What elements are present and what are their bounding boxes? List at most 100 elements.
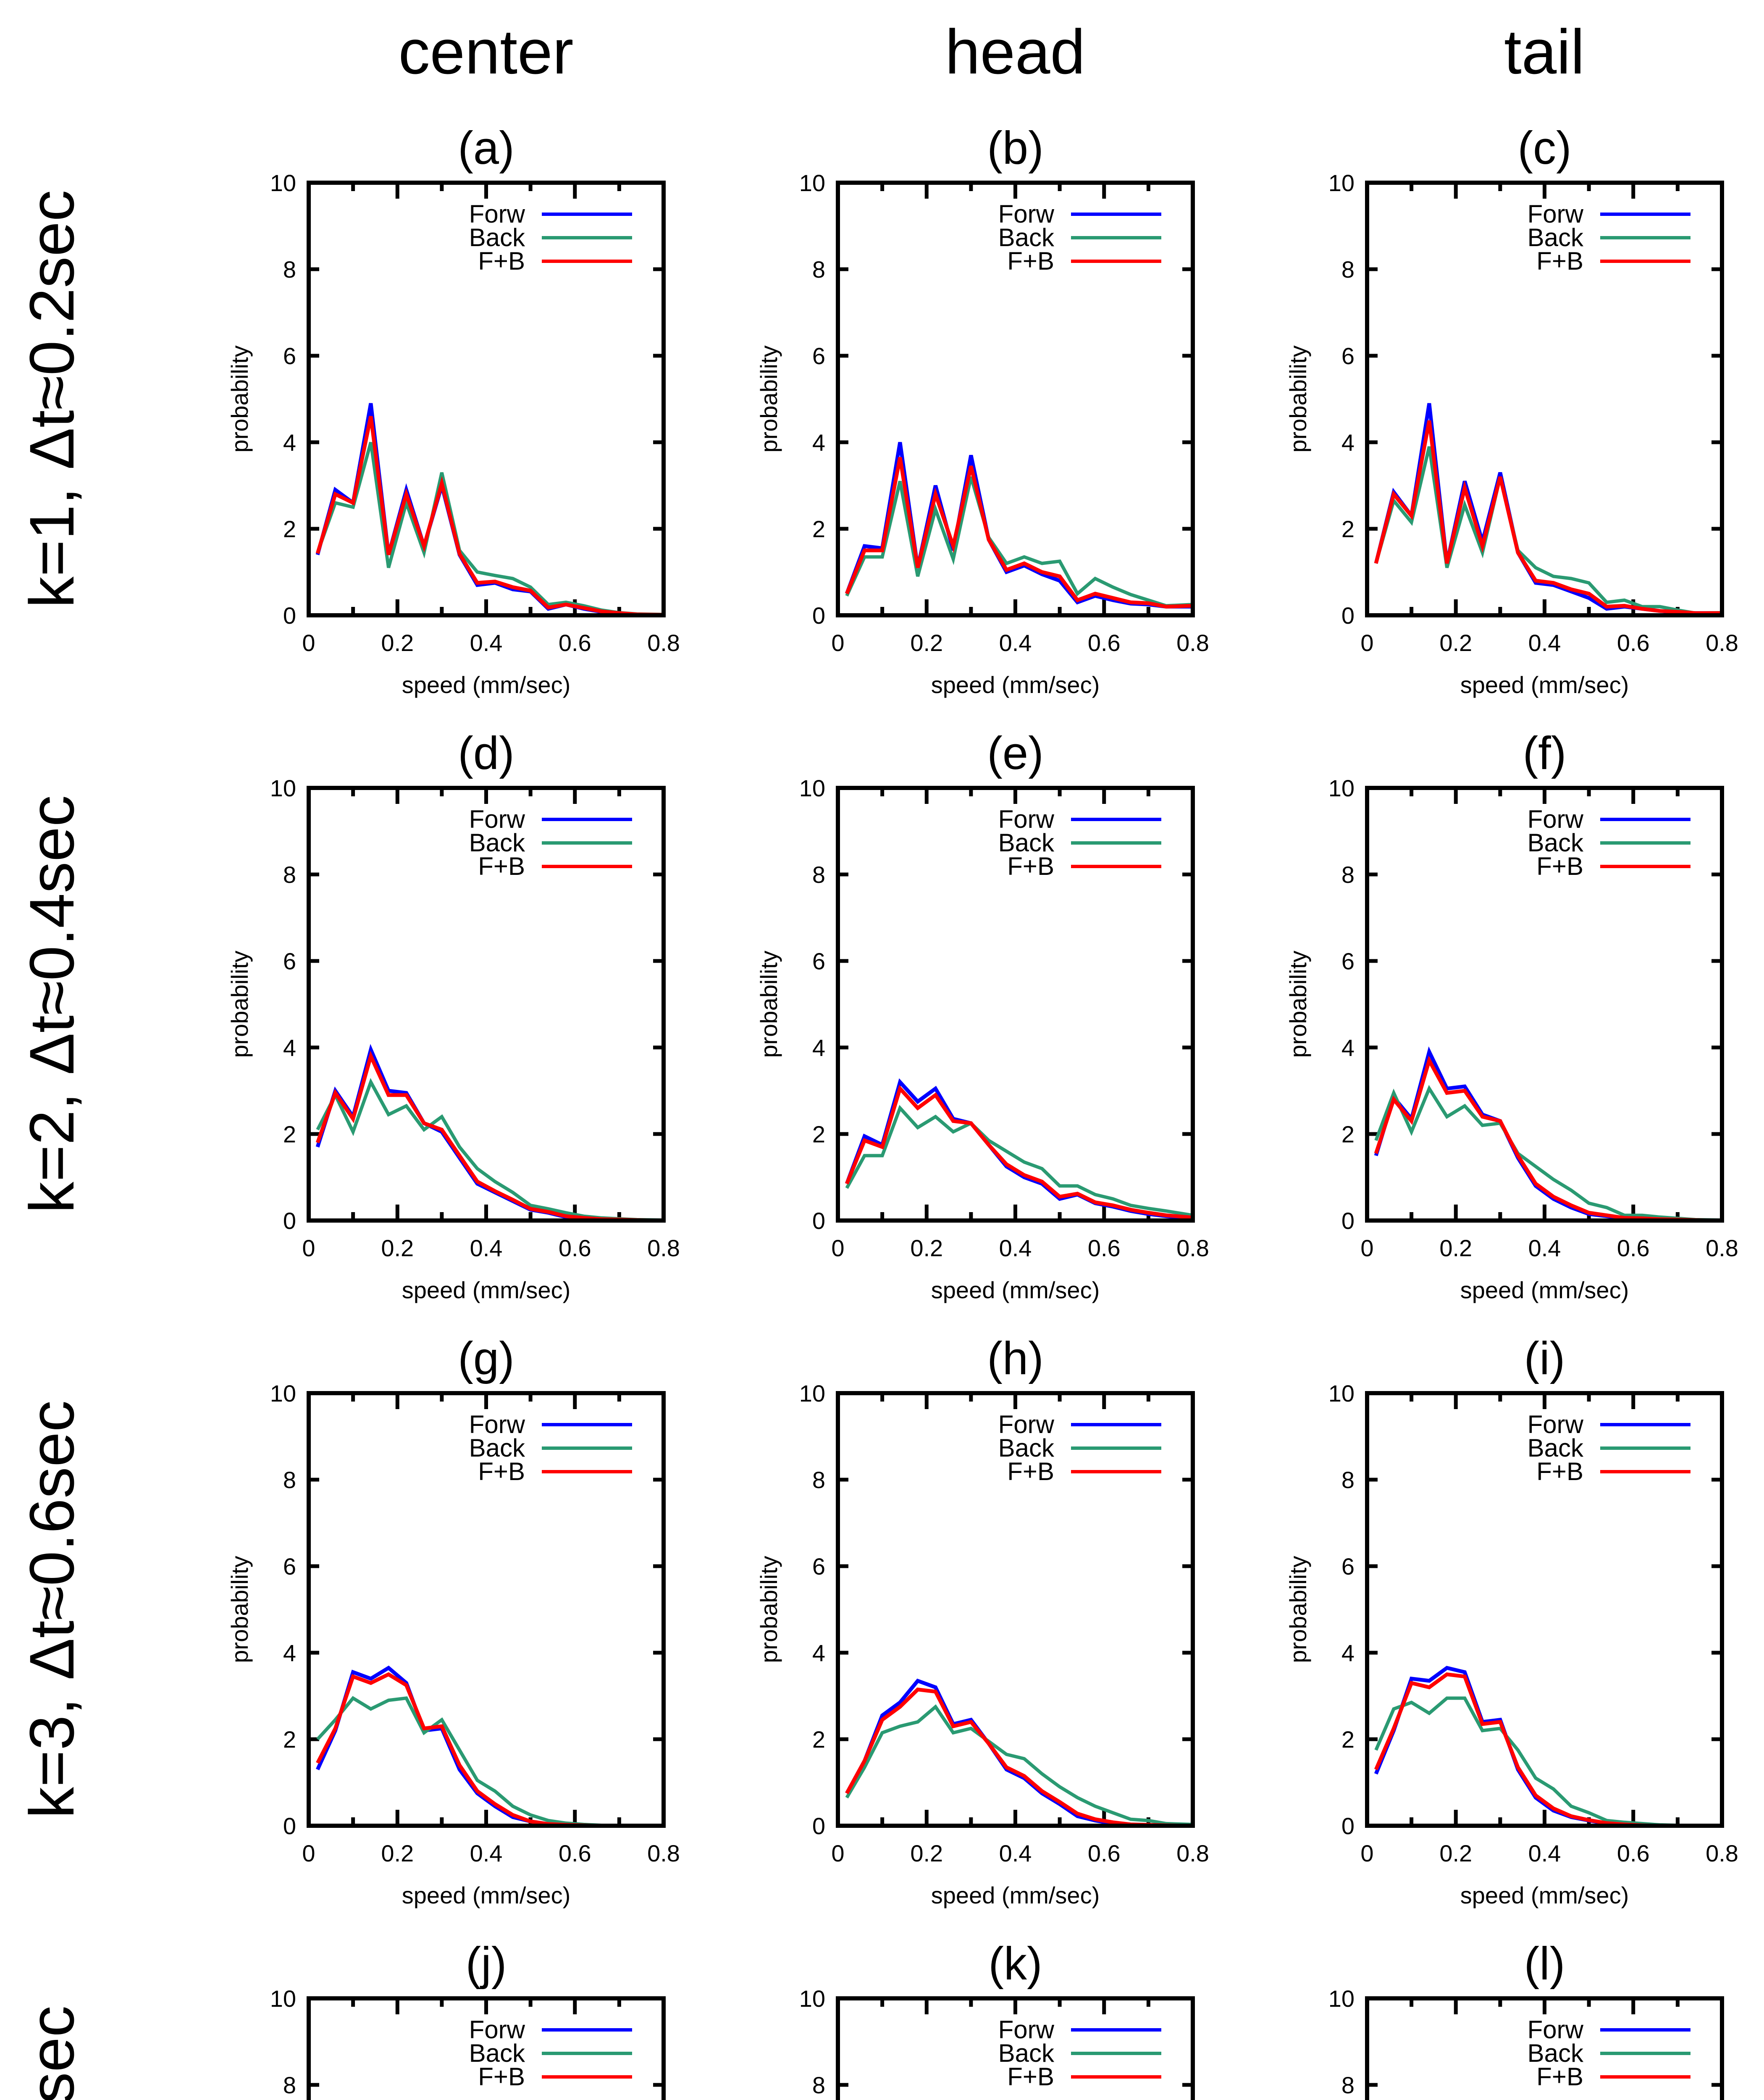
y-tick-label: 8 [283, 861, 296, 888]
series-line-back [316, 1078, 664, 1222]
x-axis-label: speed (mm/sec) [402, 672, 570, 698]
x-tick-label: 0.8 [1176, 630, 1209, 656]
legend-label: Back [998, 1434, 1055, 1462]
column-title-head: head [945, 16, 1085, 87]
panel-title: (h) [987, 1333, 1043, 1384]
y-tick-label: 4 [1341, 1640, 1354, 1666]
legend-label: Back [998, 2039, 1055, 2067]
y-tick-label: 2 [1341, 516, 1354, 542]
x-tick-label: 0.2 [381, 630, 414, 656]
x-axis-label: speed (mm/sec) [402, 1882, 570, 1908]
y-tick-label: 6 [283, 1553, 296, 1580]
y-axis-label: probability [756, 1556, 782, 1663]
x-tick-label: 0.8 [1706, 630, 1738, 656]
x-tick-label: 0 [1360, 1235, 1373, 1261]
x-tick-label: 0 [1360, 1840, 1373, 1866]
series-line-fplusb [315, 1050, 664, 1223]
y-tick-label: 4 [283, 429, 296, 456]
x-tick-label: 0.6 [559, 630, 591, 656]
panel-title: (e) [987, 727, 1043, 779]
x-axis-label: speed (mm/sec) [931, 1882, 1100, 1908]
x-tick-label: 0.8 [647, 1840, 680, 1866]
panels: (a) 0 2 4 6 8 10 0 0.2 0.4 0.6 0.8 speed (mm/sec) pro… [226, 122, 1738, 2100]
panel-f: (f) 0 2 4 6 8 10 0 0.2 0.4 0.6 0.8 speed (mm/sec) pro… [1285, 727, 1738, 1303]
y-tick-label: 4 [1341, 429, 1354, 456]
y-tick-label: 8 [1341, 256, 1354, 283]
y-tick-label: 2 [812, 516, 825, 542]
series-line-forw [315, 1044, 664, 1223]
y-tick-label: 10 [270, 1985, 296, 2012]
legend-label: Forw [469, 200, 525, 228]
plot-frame [836, 786, 1195, 1223]
legend-label: F+B [1007, 2063, 1054, 2091]
y-tick-label: 8 [812, 861, 825, 888]
legend-label: F+B [1536, 247, 1583, 275]
legend-label: F+B [1007, 1457, 1054, 1486]
y-tick-label: 10 [270, 170, 296, 196]
y-tick-label: 8 [1341, 1467, 1354, 1493]
plot-frame [307, 1996, 666, 2100]
series-line-back [845, 1704, 1193, 1826]
x-tick-label: 0.4 [1528, 1840, 1561, 1866]
y-tick-label: 2 [283, 516, 296, 542]
legend-label: F+B [1536, 2063, 1583, 2091]
series-line-fplusb [1374, 420, 1722, 615]
legend-label: Forw [998, 805, 1055, 833]
column-titles: center head tail [399, 16, 1585, 87]
legend-label: Back [998, 223, 1055, 252]
x-tick-label: 0.2 [910, 630, 943, 656]
x-tick-label: 0 [831, 630, 844, 656]
plot-frame [307, 786, 666, 1223]
legend-label: F+B [478, 247, 525, 275]
panel-title: (k) [988, 1938, 1042, 1990]
series-line-fplusb [1374, 1672, 1722, 1828]
legend-label: Back [469, 2039, 525, 2067]
x-tick-label: 0.8 [1706, 1235, 1738, 1261]
series-line-fplusb [845, 1084, 1193, 1220]
series-line-back [316, 1696, 664, 1827]
panel-b: (b) 0 2 4 6 8 10 0 0.2 0.4 0.6 0.8 speed (mm/sec) pro… [756, 122, 1209, 698]
x-tick-label: 0.6 [559, 1840, 591, 1866]
legend-label: Forw [1528, 2016, 1584, 2044]
y-tick-label: 10 [799, 1380, 825, 1407]
x-tick-label: 0.2 [381, 1235, 414, 1261]
x-tick-label: 0 [302, 1840, 315, 1866]
legend-label: Forw [998, 2016, 1055, 2044]
y-axis-label: probability [226, 1556, 253, 1663]
x-tick-label: 0.6 [1617, 1840, 1650, 1866]
legend-label: Forw [469, 805, 525, 833]
panel-a: (a) 0 2 4 6 8 10 0 0.2 0.4 0.6 0.8 speed (mm/sec) pro… [226, 122, 680, 698]
x-tick-label: 0.8 [1176, 1840, 1209, 1866]
y-axis-label: probability [756, 345, 782, 452]
x-tick-label: 0.4 [999, 1840, 1032, 1866]
x-tick-label: 0.8 [1706, 1840, 1738, 1866]
y-tick-label: 4 [812, 1034, 825, 1061]
legend-label: Forw [469, 2016, 525, 2044]
column-title-tail: tail [1504, 16, 1585, 87]
x-tick-label: 0.4 [470, 630, 503, 656]
y-axis-label: probability [1285, 950, 1311, 1058]
y-tick-label: 0 [283, 1813, 296, 1839]
y-tick-label: 10 [1328, 775, 1354, 801]
legend-label: Back [469, 223, 525, 252]
y-tick-label: 10 [270, 775, 296, 801]
panel-title: (j) [466, 1938, 507, 1990]
y-tick-label: 4 [812, 1640, 825, 1666]
legend-label: Forw [998, 1410, 1055, 1438]
y-tick-label: 6 [283, 948, 296, 974]
x-axis-label: speed (mm/sec) [402, 1277, 570, 1303]
plot-frame [307, 181, 666, 617]
row-title-k4: k=4, Δt≈0.8sec [16, 2006, 87, 2100]
x-tick-label: 0.4 [1528, 1235, 1561, 1261]
series-line-fplusb [845, 457, 1193, 609]
y-tick-label: 0 [812, 1813, 825, 1839]
series-line-back [1374, 1085, 1722, 1222]
x-axis-label: speed (mm/sec) [1460, 672, 1629, 698]
panel-e: (e) 0 2 4 6 8 10 0 0.2 0.4 0.6 0.8 speed (mm/sec) pro… [756, 727, 1209, 1303]
row-title-k2: k=2, Δt≈0.4sec [16, 795, 87, 1213]
